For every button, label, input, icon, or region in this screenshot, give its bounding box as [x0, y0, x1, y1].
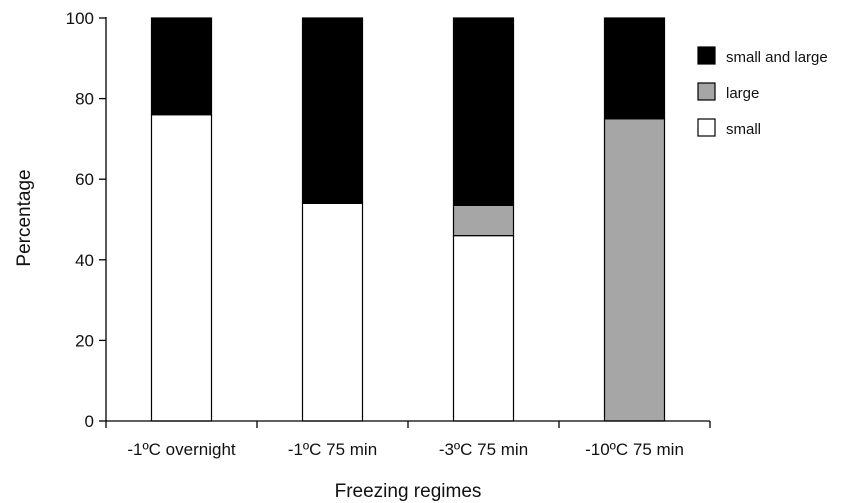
bar-segment-large-3: [603, 118, 666, 422]
bar-segment-small-and-large-3: [603, 17, 666, 120]
legend-label-small-and-large: small and large: [726, 49, 828, 66]
bar-segment-small-and-large-1: [301, 17, 364, 204]
bar-segment-small-2: [452, 235, 515, 422]
x-tick-label: -10ºC 75 min: [585, 440, 684, 459]
x-tick-label: -1ºC 75 min: [288, 440, 377, 459]
legend-swatch-large: [697, 82, 716, 101]
y-axis-title: Percentage: [14, 169, 35, 266]
bar-segment-large-2: [452, 204, 515, 237]
y-axis-title-group: Percentage: [14, 169, 35, 266]
legend-label-large: large: [726, 85, 759, 102]
axes-layer: 0 20 40 60 80 100 -1ºC overnight -1ºC 75 min -3º…: [66, 9, 711, 459]
y-tick-label: 80: [75, 90, 94, 109]
legend-swatch-small: [697, 118, 716, 137]
x-tick-label: -1ºC overnight: [127, 440, 236, 459]
y-tick-label: 20: [75, 331, 94, 350]
bar-segment-small-and-large-2: [452, 17, 515, 206]
y-tick-label: 100: [66, 9, 94, 28]
bar-segment-small-and-large-0: [150, 17, 213, 116]
bars-layer: [150, 17, 666, 422]
x-axis-title: Freezing regimes: [335, 481, 482, 502]
bar-segment-small-0: [150, 114, 213, 422]
y-tick-label: 40: [75, 251, 94, 270]
x-tick-label: -3ºC 75 min: [439, 440, 528, 459]
legend-swatch-small-and-large: [697, 46, 716, 65]
legend: small and large large small: [697, 46, 828, 138]
bar-segment-small-1: [301, 202, 364, 422]
y-tick-label: 0: [85, 412, 94, 431]
legend-label-small: small: [726, 121, 761, 138]
y-tick-label: 60: [75, 170, 94, 189]
